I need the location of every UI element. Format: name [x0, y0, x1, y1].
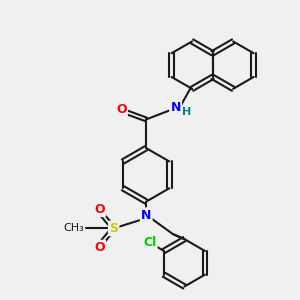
- Text: O: O: [116, 103, 127, 116]
- Text: N: N: [170, 101, 181, 114]
- Text: O: O: [94, 203, 105, 216]
- Text: Cl: Cl: [143, 236, 156, 249]
- Text: CH₃: CH₃: [64, 224, 84, 233]
- Text: H: H: [182, 107, 192, 117]
- Text: O: O: [94, 241, 105, 254]
- Text: S: S: [109, 222, 118, 235]
- Text: N: N: [141, 208, 152, 221]
